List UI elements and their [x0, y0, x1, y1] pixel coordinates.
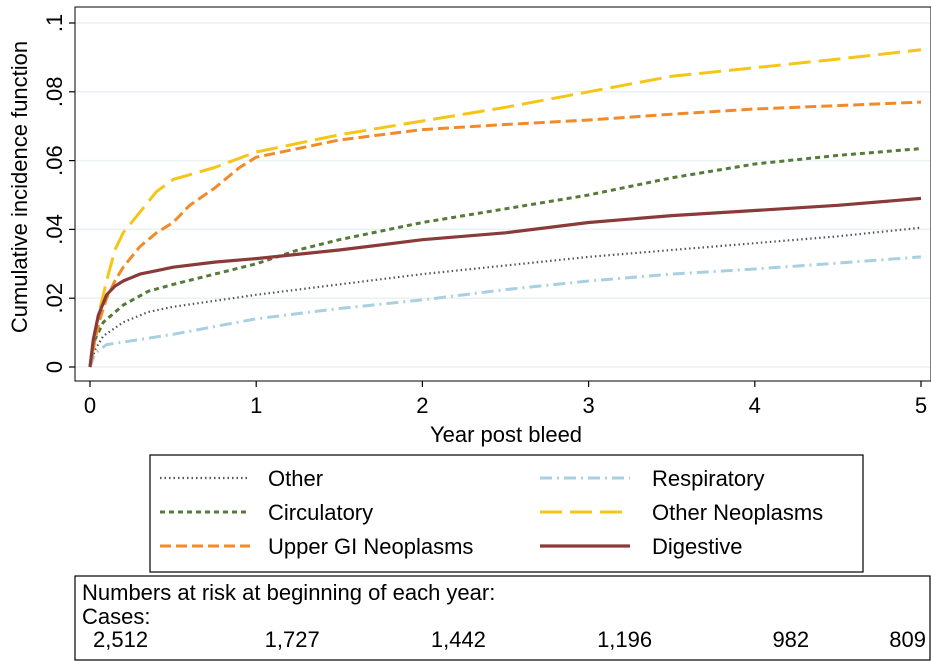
y-tick-label-4: .08 — [42, 77, 67, 108]
x-axis-title: Year post bleed — [430, 422, 582, 447]
y-tick-label-1: .02 — [42, 283, 67, 314]
y-tick-label-2: .04 — [42, 214, 67, 245]
risk-value-1: 1,727 — [265, 627, 320, 652]
risk-value-2: 1,442 — [431, 627, 486, 652]
grid — [76, 22, 930, 368]
x-tick-label-3: 3 — [582, 393, 594, 418]
y-axis-title: Cumulative incidence function — [7, 41, 32, 333]
legend-label-other-neoplasms: Other Neoplasms — [652, 500, 823, 525]
x-tick-label-1: 1 — [250, 393, 262, 418]
risk-value-0: 2,512 — [93, 627, 148, 652]
y-tick-label-5: .1 — [42, 14, 67, 32]
risk-table-heading: Numbers at risk at beginning of each yea… — [82, 580, 495, 605]
series-lines — [88, 48, 922, 368]
legend-label-upper-gi-neoplasms: Upper GI Neoplasms — [268, 534, 473, 559]
x-axis: 0 1 2 3 4 5 — [84, 381, 927, 418]
series-line-circulatory — [88, 147, 922, 368]
risk-table-group-label: Cases: — [82, 604, 150, 629]
risk-table-box — [74, 575, 931, 661]
x-tick-label-0: 0 — [84, 393, 96, 418]
series-line-digestive — [88, 196, 922, 368]
legend-box — [149, 454, 864, 573]
y-tick-label-3: .06 — [42, 145, 67, 176]
legend: Other Respiratory Circulatory Other Neoplas… — [149, 454, 864, 573]
x-tick-label-4: 4 — [749, 393, 761, 418]
plot-area: 0 .02 .04 .06 .08 .1 0 1 2 3 4 5 — [42, 6, 931, 418]
y-tick-label-0: 0 — [42, 361, 67, 373]
series-line-respiratory — [88, 255, 922, 368]
legend-label-digestive: Digestive — [652, 534, 742, 559]
x-tick-label-5: 5 — [915, 393, 927, 418]
series-line-other-neoplasms — [88, 48, 922, 368]
plot-background — [74, 6, 931, 382]
risk-value-3: 1,196 — [597, 627, 652, 652]
legend-label-respiratory: Respiratory — [652, 466, 764, 491]
legend-label-circulatory: Circulatory — [268, 500, 373, 525]
risk-value-4: 982 — [772, 627, 809, 652]
risk-values: 2,512 1,727 1,442 1,196 982 809 — [93, 627, 926, 652]
legend-label-other: Other — [268, 466, 323, 491]
y-axis: 0 .02 .04 .06 .08 .1 — [42, 14, 75, 373]
risk-value-5: 809 — [889, 627, 926, 652]
risk-table: Numbers at risk at beginning of each yea… — [74, 575, 931, 661]
x-tick-label-2: 2 — [416, 393, 428, 418]
